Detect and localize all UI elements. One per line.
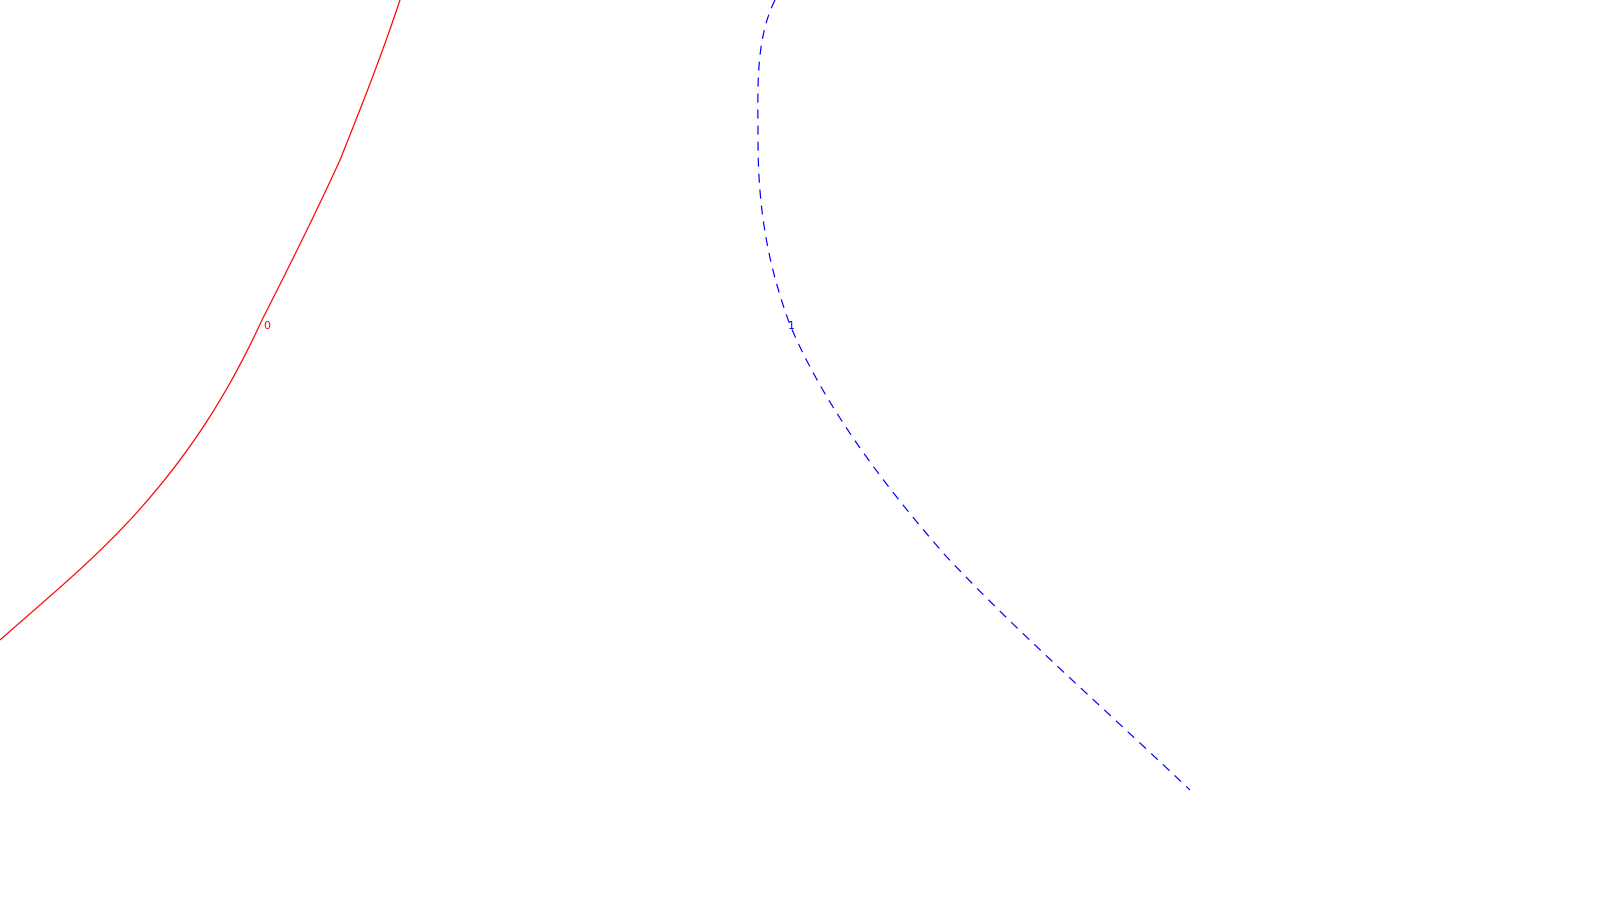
curve-0-red-solid	[0, 0, 401, 641]
curve-0-label: 0	[264, 319, 271, 332]
curve-1-label: 1	[788, 319, 795, 332]
curve-1-blue-dashed	[757, 0, 1191, 791]
